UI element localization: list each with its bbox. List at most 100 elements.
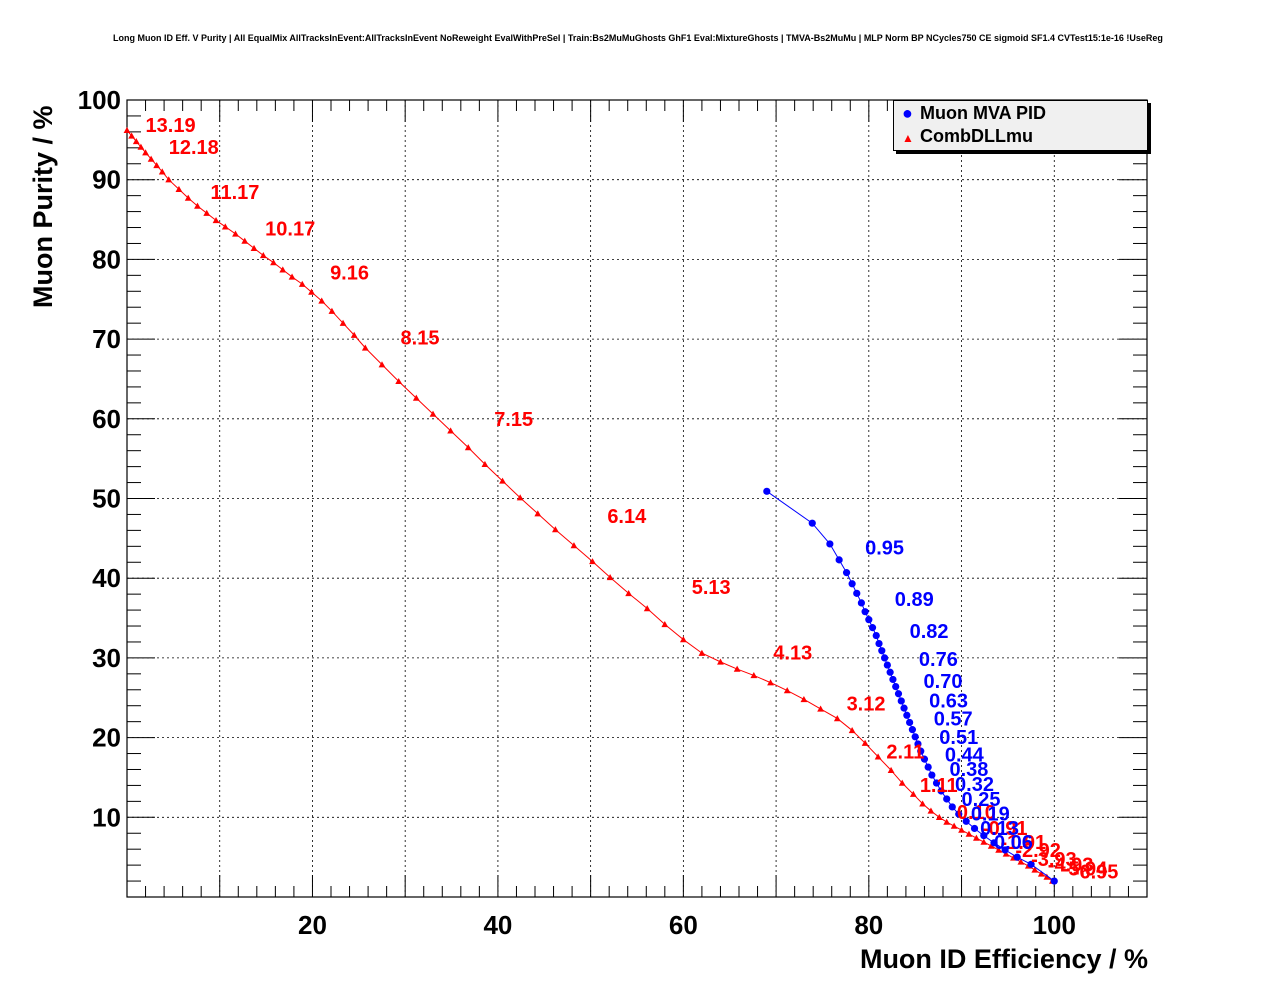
data-point xyxy=(481,460,489,467)
data-point xyxy=(661,621,669,628)
data-point xyxy=(516,494,524,501)
data-point xyxy=(750,672,758,679)
data-point xyxy=(800,695,808,703)
x-tick-label: 20 xyxy=(298,910,327,940)
data-point xyxy=(917,747,925,755)
data-point xyxy=(937,787,945,795)
triangle-marker-icon: ▲ xyxy=(902,131,914,145)
data-point xyxy=(147,155,155,162)
data-point xyxy=(698,649,706,656)
data-point xyxy=(909,790,917,797)
data-point xyxy=(350,331,358,338)
data-point xyxy=(361,344,369,351)
data-point xyxy=(733,665,741,672)
data-point xyxy=(932,779,941,787)
data-point xyxy=(184,194,192,201)
data-point xyxy=(412,394,420,401)
data-point xyxy=(328,307,336,314)
data-label: 1.11 xyxy=(920,775,958,797)
data-label: -1.91 xyxy=(1000,832,1046,854)
data-point xyxy=(958,826,965,833)
data-point xyxy=(906,718,914,727)
data-point xyxy=(153,161,161,169)
data-label: 0.10 xyxy=(957,802,996,824)
data-point xyxy=(903,711,911,719)
data-point xyxy=(499,477,506,484)
data-point xyxy=(1002,850,1010,857)
data-point xyxy=(861,739,869,746)
data-point xyxy=(848,727,856,734)
data-point xyxy=(717,658,724,665)
data-point xyxy=(868,624,877,632)
data-label: -5.94 xyxy=(1062,858,1108,880)
data-point xyxy=(892,682,900,691)
data-point xyxy=(948,803,956,811)
y-tick-label: 60 xyxy=(92,404,121,434)
data-point xyxy=(318,297,326,304)
data-point xyxy=(270,259,277,266)
data-point xyxy=(175,185,183,192)
x-tick-label: 40 xyxy=(483,910,512,940)
legend-entry-dll: ▲ CombDLLmu xyxy=(902,126,1033,147)
data-label: 5.13 xyxy=(692,577,731,599)
legend-label-mva: Muon MVA PID xyxy=(920,103,1046,123)
data-label: 6.14 xyxy=(607,506,647,528)
data-point xyxy=(212,216,220,224)
data-point xyxy=(221,223,229,230)
data-point xyxy=(919,800,926,807)
data-point xyxy=(875,639,883,648)
data-point xyxy=(927,807,935,814)
data-point xyxy=(911,733,919,741)
data-label: 7.15 xyxy=(494,409,533,431)
data-label: -3.93 xyxy=(1031,849,1077,871)
data-label: 0.95 xyxy=(865,537,904,559)
y-tick-label: 50 xyxy=(92,484,121,514)
y-axis-label: Muon Purity / % xyxy=(28,105,58,309)
x-tick-label: 80 xyxy=(854,910,883,940)
data-point xyxy=(965,830,973,837)
data-point xyxy=(158,168,166,175)
y-tick-label: 90 xyxy=(92,165,121,195)
data-point xyxy=(833,715,841,722)
data-label: -0.91 xyxy=(982,818,1028,840)
data-label: 11.17 xyxy=(210,182,259,204)
data-point xyxy=(259,252,267,259)
y-tick-label: 10 xyxy=(92,802,121,832)
data-point xyxy=(447,427,455,434)
chart-title: Long Muon ID Eff. V Purity | All EqualMi… xyxy=(113,33,1163,43)
data-label: 0.19 xyxy=(971,803,1010,825)
data-point xyxy=(165,176,173,183)
data-point xyxy=(920,755,929,763)
data-point xyxy=(378,361,386,368)
data-label: 10.17 xyxy=(265,218,315,240)
x-tick-label: 100 xyxy=(1033,910,1076,940)
data-label: 0.57 xyxy=(934,709,973,731)
legend-entry-mva: ● Muon MVA PID xyxy=(902,103,1046,124)
data-label: 0.13 xyxy=(980,818,1019,840)
data-point xyxy=(924,763,932,771)
data-point xyxy=(897,697,905,705)
data-point xyxy=(1013,853,1021,861)
data-label: 0.38 xyxy=(949,759,988,781)
data-point xyxy=(570,542,578,549)
data-point xyxy=(808,519,816,527)
data-label: 0.44 xyxy=(945,745,985,767)
data-point xyxy=(123,126,131,134)
data-point xyxy=(137,143,145,150)
data-point xyxy=(874,753,882,760)
data-point xyxy=(625,589,633,597)
data-point xyxy=(1017,858,1025,865)
data-label: 0.06 xyxy=(994,832,1033,854)
data-point xyxy=(835,556,843,564)
data-point xyxy=(464,444,472,451)
data-point xyxy=(1027,860,1035,868)
data-label: 0.76 xyxy=(919,649,958,671)
data-point xyxy=(203,209,211,216)
data-label: 13.19 xyxy=(146,115,196,137)
data-point xyxy=(128,132,136,139)
x-tick-label: 60 xyxy=(669,910,698,940)
data-point xyxy=(872,631,880,640)
data-label: 2.11 xyxy=(886,741,924,763)
data-label: 0.82 xyxy=(910,621,949,643)
data-label: 3.12 xyxy=(847,694,886,716)
